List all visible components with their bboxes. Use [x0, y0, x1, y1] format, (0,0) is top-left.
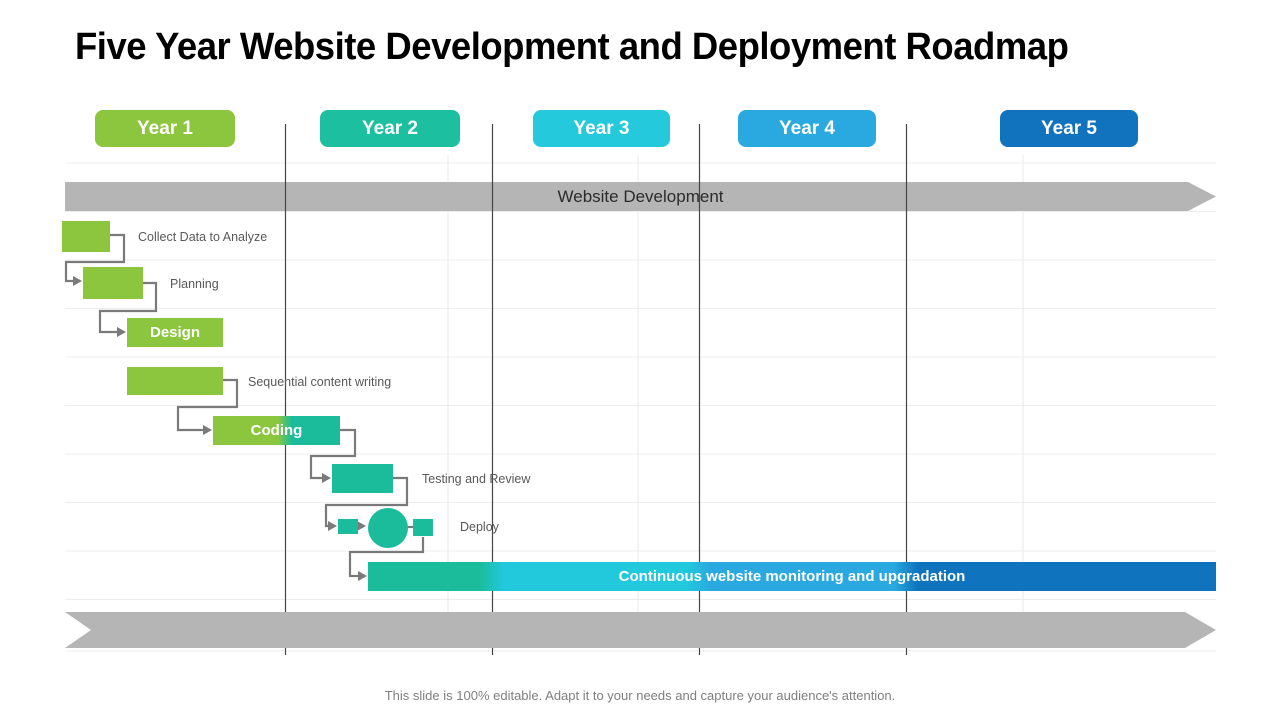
year-3-label: Year 3: [574, 118, 630, 140]
bar-continuous-monitoring: Continuous website monitoring and upgrad…: [368, 562, 1216, 591]
year-1-pill: Year 1: [95, 110, 235, 147]
bottom-timeline-ribbon: [65, 612, 1216, 648]
bar-planning: [83, 267, 143, 299]
bar-testing-review: [332, 464, 393, 493]
year-2-pill: Year 2: [320, 110, 460, 147]
task-label-deploy: Deploy: [460, 520, 499, 534]
bar-coding: Coding: [213, 416, 340, 445]
phase-banner: Website Development: [65, 182, 1216, 211]
bar-continuous-monitoring-label: Continuous website monitoring and upgrad…: [619, 568, 966, 585]
deploy-square-left: [338, 519, 358, 534]
bar-design: Design: [127, 318, 223, 347]
deploy-circle-milestone: [368, 508, 408, 548]
deploy-square-right: [413, 519, 433, 536]
bar-collect-data: [62, 221, 110, 252]
task-label-sequential-content-writing: Sequential content writing: [248, 375, 391, 389]
bar-sequential-content-writing: [127, 367, 223, 395]
slide-roadmap: Website Development Five Year Website De…: [0, 0, 1280, 720]
year-5-label: Year 5: [1041, 118, 1097, 140]
bar-coding-label: Coding: [251, 422, 303, 439]
phase-banner-label: Website Development: [558, 187, 724, 207]
year-4-label: Year 4: [779, 118, 835, 140]
year-3-pill: Year 3: [533, 110, 670, 147]
year-5-pill: Year 5: [1000, 110, 1138, 147]
page-title: Five Year Website Development and Deploy…: [75, 26, 1068, 69]
footer-note: This slide is 100% editable. Adapt it to…: [0, 688, 1280, 703]
task-label-collect-data: Collect Data to Analyze: [138, 230, 267, 244]
task-label-testing-review: Testing and Review: [422, 472, 530, 486]
bar-design-label: Design: [150, 324, 200, 341]
task-label-planning: Planning: [170, 277, 219, 291]
year-1-label: Year 1: [137, 118, 193, 140]
year-4-pill: Year 4: [738, 110, 876, 147]
year-2-label: Year 2: [362, 118, 418, 140]
